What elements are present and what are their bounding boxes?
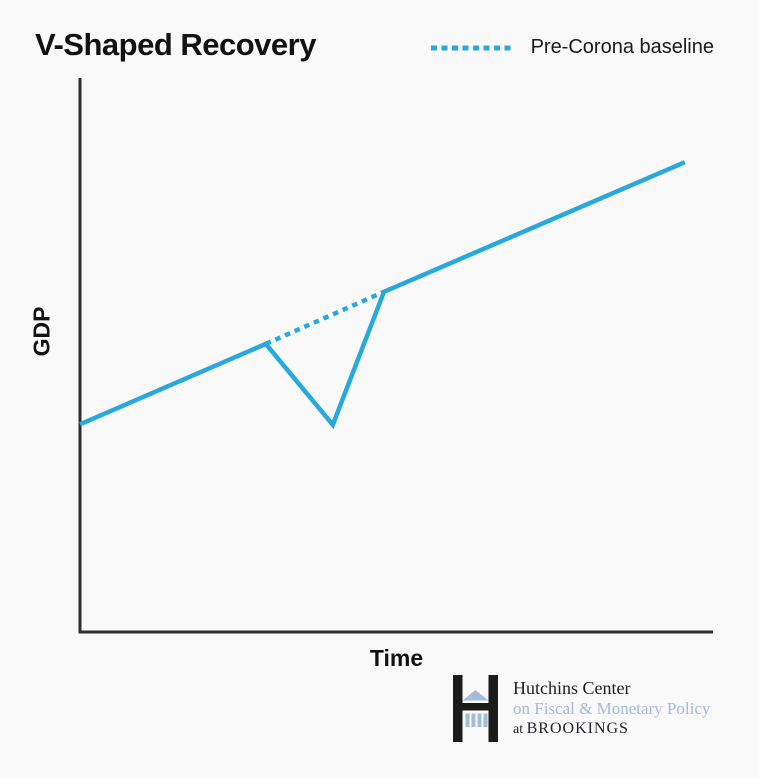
logo-at-prefix: at: [513, 722, 527, 737]
logo-org-name: Hutchins Center: [513, 678, 631, 698]
series-gdp-path: [79, 160, 686, 430]
hutchins-center-logo: Hutchins Center on Fiscal & Monetary Pol…: [453, 675, 710, 742]
legend-label: Pre-Corona baseline: [530, 36, 714, 58]
x-axis-label: Time: [369, 645, 424, 671]
legend: Pre-Corona baseline: [429, 36, 714, 59]
logo-brookings-name: BROOKINGS: [526, 720, 629, 737]
chart-title: V-Shaped Recovery: [35, 27, 316, 62]
logo-text-block: Hutchins Center on Fiscal & Monetary Pol…: [513, 675, 710, 739]
series-pre-corona-baseline: [264, 289, 385, 346]
dotted-line-legend-icon: [430, 45, 515, 50]
logo-org-subtitle: on Fiscal & Monetary Policy: [513, 699, 711, 718]
logo-parent-org: at BROOKINGS: [513, 719, 710, 739]
y-axis-label: GDP: [28, 306, 55, 357]
hutchins-h-building-icon: [453, 675, 498, 742]
